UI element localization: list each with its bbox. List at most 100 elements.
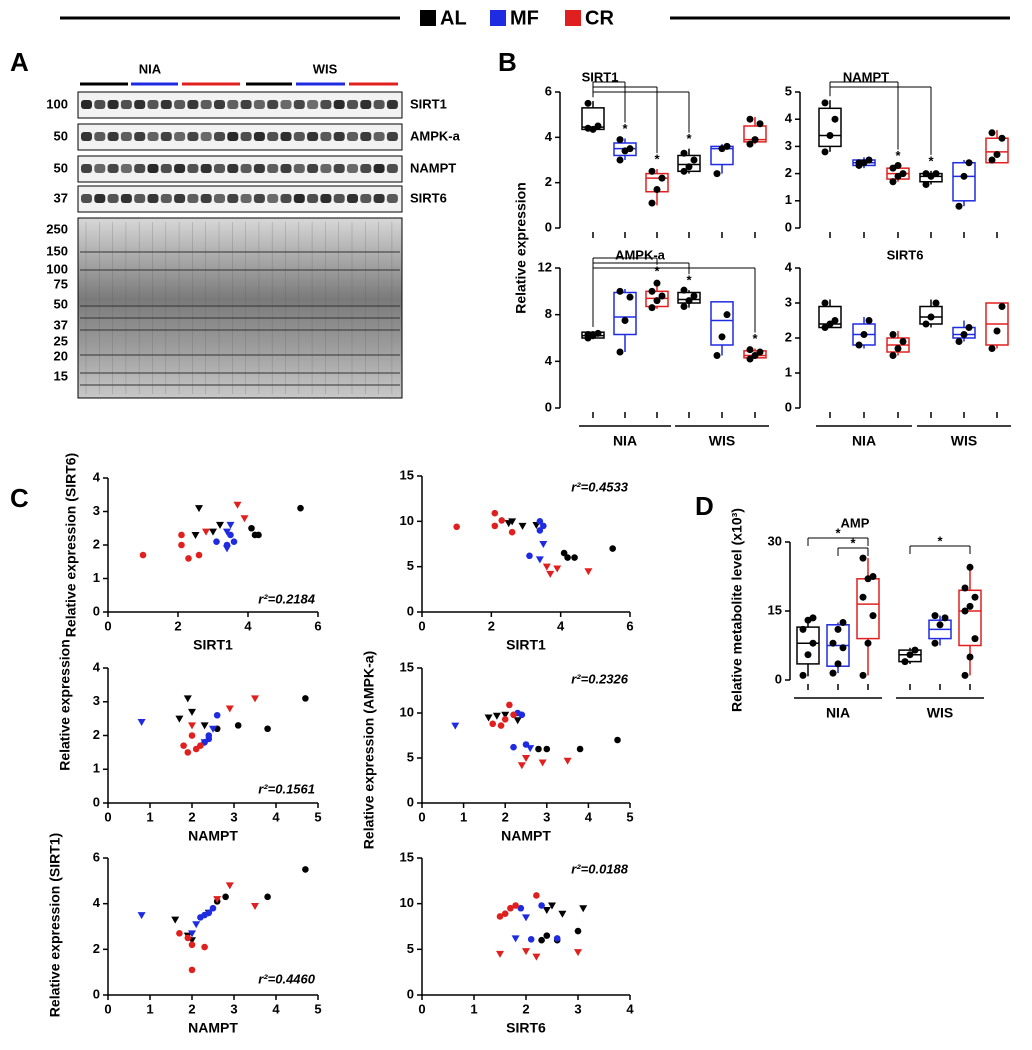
data-point [941,614,949,622]
data-point [584,331,592,338]
data-point [865,156,873,164]
y-tick-label: 2 [93,536,100,551]
data-point [931,639,939,647]
blot-band [280,100,292,109]
annotation: r²=0.1561 [258,781,315,796]
data-point [653,185,661,193]
x-tick-label: 1 [470,1001,477,1016]
data-point [594,329,602,337]
y-tick-label: 2 [785,329,792,344]
x-axis-label: NAMPT [501,828,551,844]
data-point [723,142,731,150]
x-axis-label: SIRT6 [506,1020,546,1036]
blot-band [373,100,385,109]
chart-title: AMP [841,515,870,530]
data-point [251,695,259,703]
blot-band [320,194,332,203]
blot-band [360,164,372,173]
y-tick-label: 10 [400,513,414,528]
box [856,578,880,640]
blot-band [360,100,372,109]
data-point [501,716,509,723]
y-axis-label: Relative expression (SIRT6) [63,453,79,637]
data-point [648,304,656,312]
mw-marker: 37 [54,190,68,205]
blot-band [187,100,199,109]
data-point [988,345,996,352]
blot-band [107,164,119,173]
blot-band [373,164,385,173]
blot-band [320,132,332,141]
data-point [961,607,969,615]
x-tick-label: 1 [460,809,467,824]
blot-band [307,164,319,173]
data-point [188,708,196,716]
y-tick-label: 30 [768,533,782,548]
data-point [532,953,541,961]
data-point [175,715,184,723]
data-point [799,625,807,633]
data-point [799,671,807,679]
data-point [508,518,517,526]
blot-band [347,194,358,203]
chart-title: SIRT6 [887,247,924,262]
data-point [522,914,530,922]
y-axis-label: Relative expression (AMPK-a) [361,651,377,849]
data-point [209,904,217,912]
x-tick-label: 5 [626,809,633,824]
data-point [614,736,621,744]
blot-band [267,164,279,173]
data-point [302,695,309,702]
data-point [965,159,973,167]
data-point [491,522,499,530]
data-point [859,593,867,601]
y-axis-label: Relative metabolite level (x10³) [729,508,745,712]
data-point [889,352,897,359]
x-tick-label: 2 [188,809,195,824]
data-point [171,916,180,924]
y-tick-label: 4 [785,259,793,274]
data-point [223,528,231,536]
data-point [507,904,514,912]
y-tick-label: 0 [93,794,100,809]
blot-band [253,100,265,109]
y-tick-label: 5 [785,83,792,98]
data-point [966,602,974,610]
blot-band [333,194,345,203]
x-tick-label: 4 [626,1001,634,1016]
data-point [680,303,688,310]
data-point [553,935,561,942]
data-point [621,317,629,324]
y-axis-label: Relative expression (SIRT1) [47,833,63,1017]
x-tick-label: 2 [174,618,181,633]
data-point [451,722,460,730]
data-point [746,346,754,354]
data-point [932,170,940,178]
data-point [965,324,973,331]
x-tick-label: 2 [522,1001,529,1016]
data-point [223,545,231,553]
blot-band [320,100,332,109]
data-point [255,531,262,539]
significance: * [895,148,901,163]
data-point [536,518,544,525]
y-tick-label: 1 [93,761,100,776]
data-point [574,927,582,935]
panel-label: C [10,483,29,513]
y-tick-label: 5 [407,749,414,764]
ladder-label: 15 [54,368,68,383]
data-point [497,722,505,729]
blot-band [333,164,345,173]
data-point [205,909,213,917]
data-point [240,515,249,523]
data-point [680,149,688,157]
data-point [225,882,234,890]
data-point [993,151,1001,159]
band-label: AMPK-a [410,128,461,143]
data-point [526,745,535,753]
blot-band [81,164,92,173]
x-tick-label: 2 [488,618,495,633]
blot-band [280,132,292,141]
x-axis-label: NAMPT [188,1020,238,1036]
blot-band [267,132,279,141]
